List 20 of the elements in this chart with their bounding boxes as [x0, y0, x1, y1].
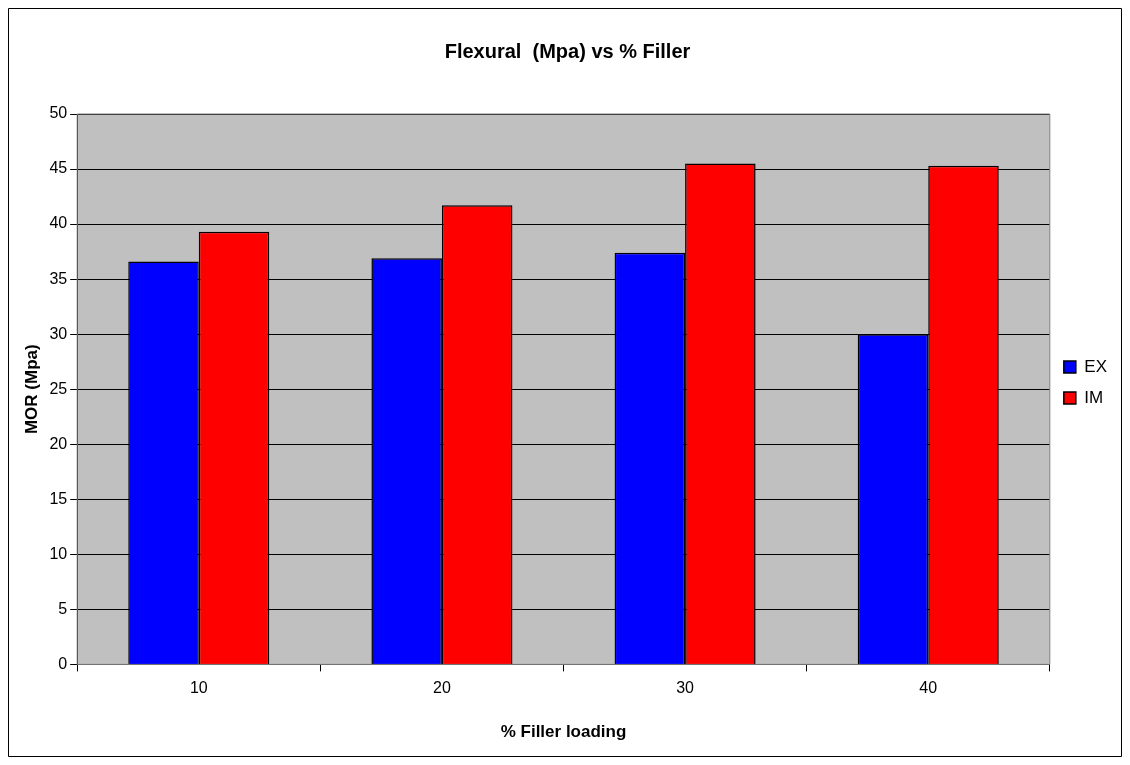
- y-tick-label: 30: [49, 324, 68, 342]
- x-tick-label: 20: [433, 679, 451, 697]
- y-tick-label: 20: [49, 434, 68, 452]
- y-tick-label: 45: [49, 159, 68, 177]
- legend-label: IM: [1084, 387, 1104, 407]
- x-tick-label: 40: [919, 679, 938, 697]
- x-tick-label: 30: [676, 679, 695, 697]
- y-tick-label: 5: [58, 599, 68, 617]
- y-tick-label: 0: [58, 654, 68, 672]
- chart-title: Flexural (Mpa) vs % Filler: [444, 39, 691, 62]
- y-tick-label: 50: [49, 104, 68, 122]
- y-tick-label: 10: [49, 544, 68, 562]
- x-axis-title: % Filler loading: [500, 722, 627, 742]
- y-tick-label: 25: [49, 379, 68, 397]
- y-tick-label: 40: [49, 214, 68, 232]
- legend-label: EX: [1084, 356, 1108, 376]
- x-tick-label: 10: [189, 679, 208, 697]
- y-tick-label: 15: [49, 489, 68, 507]
- y-tick-label: 35: [49, 269, 68, 287]
- y-axis-title: MOR (Mpa): [21, 344, 41, 435]
